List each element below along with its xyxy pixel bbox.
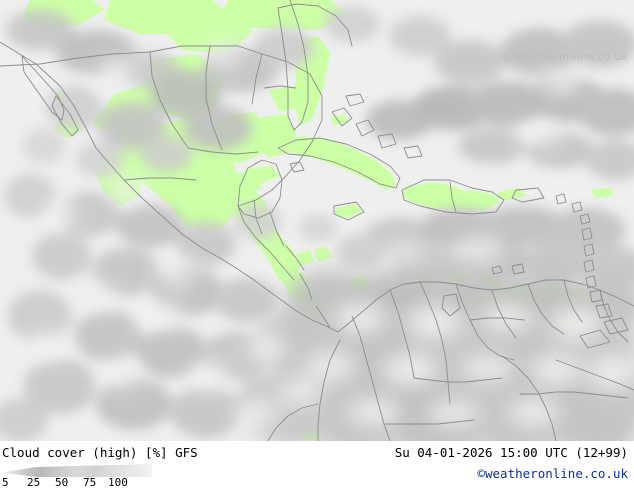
- coastlines-and-borders: [0, 0, 634, 441]
- map-canvas[interactable]: ©weatheronline.co.uk: [0, 0, 634, 441]
- copyright-link[interactable]: ©weatheronline.co.uk: [477, 466, 628, 481]
- map-footer: Cloud cover (high) [%] GFS Su 04-01-2026…: [0, 441, 634, 490]
- colorbar-gradient: [2, 464, 152, 477]
- colorbar-tick-75: 75: [83, 476, 97, 489]
- legend-colorbar: 5 25 50 75 100: [2, 464, 152, 490]
- colorbar-tick-labels: 5 25 50 75 100: [2, 476, 152, 490]
- legend-title: Cloud cover (high) [%] GFS: [2, 445, 198, 460]
- forecast-timestamp: Su 04-01-2026 15:00 UTC (12+99): [394, 445, 628, 460]
- colorbar-tick-100: 100: [108, 476, 128, 489]
- map-graphic: [0, 0, 634, 441]
- colorbar-tick-5: 5: [2, 476, 9, 489]
- colorbar-tick-25: 25: [27, 476, 41, 489]
- colorbar-tick-50: 50: [55, 476, 69, 489]
- high-cloud-cover-field: [0, 6, 634, 441]
